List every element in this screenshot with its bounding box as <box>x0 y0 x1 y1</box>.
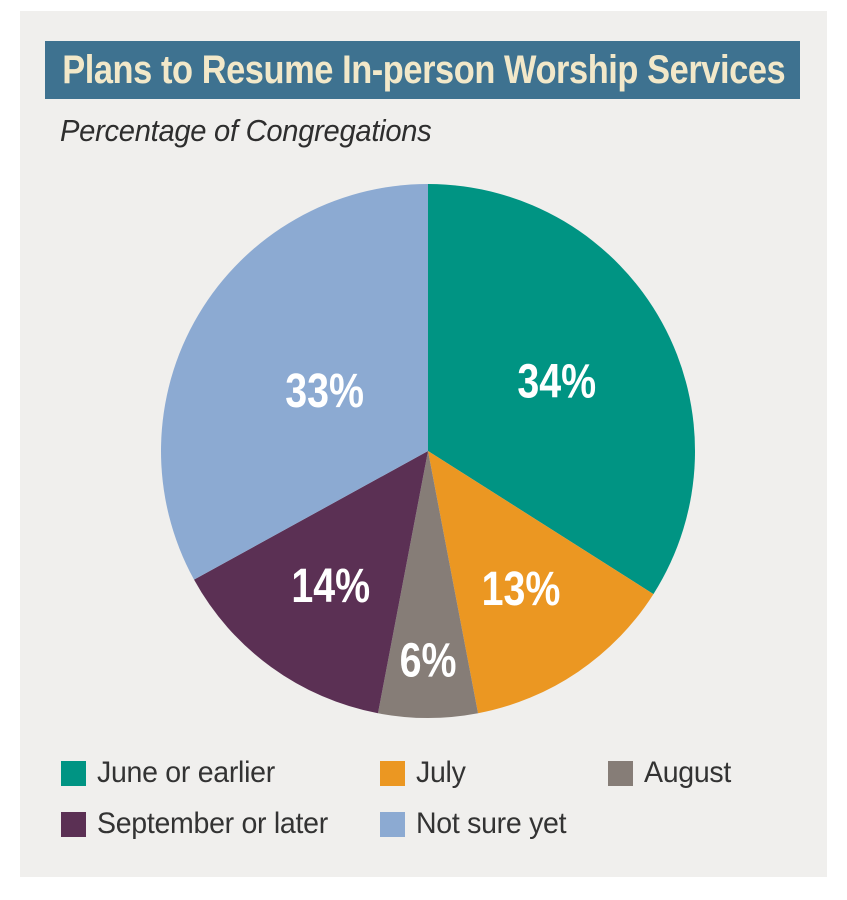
legend-swatch-august <box>608 760 633 786</box>
pie-slice-september-or-later <box>194 451 428 714</box>
legend-label: June or earlier <box>97 756 275 789</box>
pie-slice-august <box>377 451 479 718</box>
legend-label: July <box>416 756 466 789</box>
legend-item-july: July <box>380 756 468 789</box>
chart-panel: Plans to Resume In-person Worship Servic… <box>20 11 827 877</box>
pie-slice-june-or-earlier <box>428 184 696 595</box>
legend-item-september-or-later: September or later <box>61 807 340 840</box>
pie-value-label-not-sure-yet: 33% <box>285 364 364 418</box>
pie-chart: 34% 13% 6% 14% 33% <box>158 181 698 721</box>
legend-item-not-sure-yet: Not sure yet <box>380 807 574 840</box>
legend-swatch-july <box>380 760 405 786</box>
legend-item-august: August <box>608 756 736 789</box>
pie-value-label-june-or-earlier: 34% <box>517 355 596 409</box>
legend-label: Not sure yet <box>416 807 567 840</box>
legend-label: September or later <box>97 807 328 840</box>
legend-swatch-june-or-earlier <box>61 760 86 786</box>
pie-value-label-september-or-later: 14% <box>291 560 370 614</box>
legend-swatch-not-sure-yet <box>380 811 405 837</box>
title-bar: Plans to Resume In-person Worship Servic… <box>45 41 800 99</box>
pie-slice-not-sure-yet <box>161 184 428 580</box>
legend-item-june-or-earlier: June or earlier <box>61 756 284 789</box>
pie-value-label-july: 13% <box>482 563 561 617</box>
legend-swatch-september-or-later <box>61 811 86 837</box>
legend-label: August <box>644 756 732 789</box>
chart-subtitle: Percentage of Congregations <box>60 113 432 148</box>
chart-title: Plans to Resume In-person Worship Servic… <box>62 47 786 92</box>
pie-slice-july <box>428 451 654 714</box>
pie-value-label-august: 6% <box>400 634 457 688</box>
